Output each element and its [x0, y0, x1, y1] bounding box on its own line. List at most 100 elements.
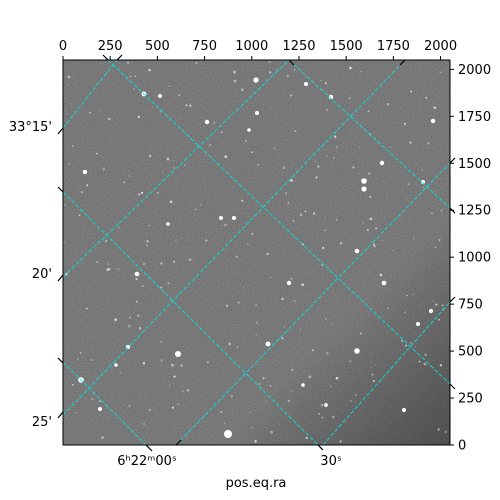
- star: [366, 228, 369, 231]
- star: [128, 405, 131, 407]
- star: [372, 379, 375, 383]
- star: [220, 225, 222, 227]
- bright-star: [421, 180, 425, 184]
- star: [140, 191, 144, 195]
- x-axis-title: pos.eq.ra: [226, 476, 287, 491]
- star: [283, 326, 286, 328]
- star: [405, 344, 408, 347]
- star: [375, 227, 378, 230]
- star: [440, 210, 443, 212]
- star: [177, 403, 180, 406]
- plot-frame: [62, 59, 451, 446]
- star: [305, 436, 308, 440]
- top-tick-label: 0: [59, 39, 67, 54]
- star: [389, 146, 392, 148]
- star: [320, 79, 322, 82]
- star: [195, 62, 198, 65]
- sky-image: [63, 60, 450, 445]
- star: [101, 436, 104, 439]
- star: [186, 389, 190, 392]
- star: [225, 304, 229, 308]
- right-tick-label: 1500: [458, 157, 491, 172]
- star: [102, 167, 106, 171]
- world-tick-marks: [57, 54, 456, 452]
- star: [427, 142, 430, 145]
- star: [437, 428, 440, 431]
- bright-star: [82, 169, 88, 175]
- star: [114, 318, 118, 322]
- star: [237, 301, 240, 304]
- star: [77, 358, 79, 361]
- star: [315, 176, 318, 179]
- right-tick-label: 1000: [458, 251, 491, 266]
- star: [168, 85, 171, 87]
- star: [251, 232, 254, 235]
- star: [169, 384, 171, 386]
- star: [223, 422, 226, 425]
- star: [314, 160, 316, 162]
- star: [142, 361, 146, 365]
- star: [287, 202, 290, 204]
- right-tick-label: 500: [458, 345, 483, 360]
- star: [308, 375, 312, 379]
- star: [392, 249, 394, 252]
- star: [444, 430, 448, 434]
- star: [91, 398, 93, 400]
- star: [413, 238, 415, 240]
- star: [360, 71, 362, 73]
- star: [421, 169, 423, 171]
- star: [127, 324, 131, 328]
- star: [273, 147, 275, 150]
- star: [90, 359, 93, 361]
- star: [335, 219, 338, 221]
- star: [407, 183, 410, 186]
- star: [135, 300, 138, 303]
- star: [99, 109, 102, 112]
- star: [129, 175, 131, 177]
- star: [251, 426, 253, 429]
- grid-line: [63, 60, 406, 416]
- star: [414, 346, 416, 348]
- star: [359, 332, 363, 335]
- star: [173, 375, 176, 378]
- star: [331, 322, 333, 324]
- star: [244, 139, 248, 143]
- star: [169, 159, 171, 162]
- right-tick-label: 250: [458, 392, 483, 407]
- star: [104, 239, 108, 243]
- star: [318, 412, 321, 415]
- bright-star: [134, 271, 140, 277]
- star: [79, 352, 82, 354]
- bright-star: [253, 77, 259, 83]
- star: [336, 146, 338, 148]
- grid-line: [63, 361, 147, 445]
- star: [142, 262, 146, 266]
- star: [371, 373, 374, 376]
- star: [249, 412, 251, 414]
- ra-label-1: 30ˢ: [320, 454, 342, 469]
- star: [255, 321, 258, 324]
- star: [369, 217, 373, 221]
- bright-star: [247, 128, 251, 132]
- star: [243, 287, 245, 289]
- star: [182, 390, 184, 393]
- top-tick-label: 1250: [282, 39, 315, 54]
- bright-star: [379, 160, 385, 166]
- star: [439, 71, 442, 74]
- star: [162, 170, 164, 172]
- bright-star: [175, 351, 181, 357]
- bright-star: [324, 403, 328, 407]
- star: [438, 238, 441, 242]
- top-tick-label: 500: [145, 39, 170, 54]
- star: [423, 362, 427, 366]
- star: [184, 164, 186, 166]
- star: [137, 115, 140, 119]
- bright-star: [166, 222, 170, 226]
- star: [220, 410, 223, 414]
- star: [255, 334, 257, 336]
- star: [208, 143, 212, 147]
- top-tick-label: 1000: [235, 39, 268, 54]
- grid-line: [107, 60, 450, 385]
- star: [171, 363, 174, 367]
- bright-star: [401, 407, 407, 413]
